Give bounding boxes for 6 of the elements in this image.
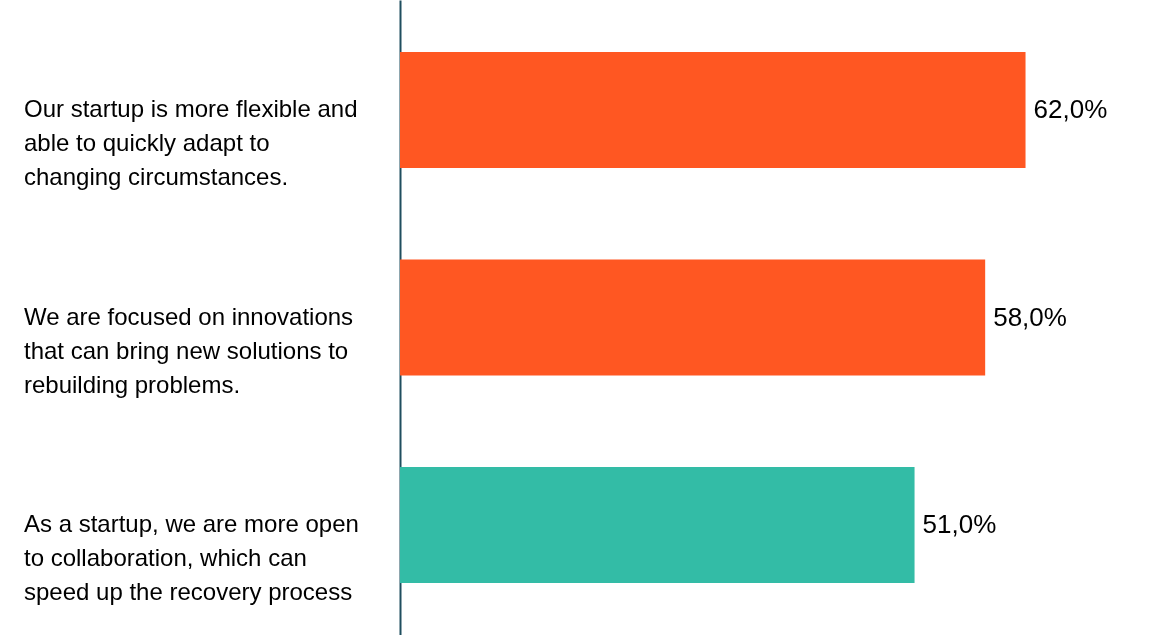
data-label: 51,0% bbox=[922, 509, 997, 540]
y-tick-label: We are focused on innovations that can bring new solutions to rebuilding problems. bbox=[24, 302, 354, 398]
y-tick-label: As a startup, we are more open to collaboration, which can speed up the recovery process bbox=[24, 510, 359, 606]
data-label: 58,0% bbox=[993, 301, 1067, 332]
y-tick-label: Our startup is more flexible and able to quickly adapt to changing circumstances. bbox=[24, 94, 358, 190]
data-label: 62,0% bbox=[1033, 93, 1108, 124]
